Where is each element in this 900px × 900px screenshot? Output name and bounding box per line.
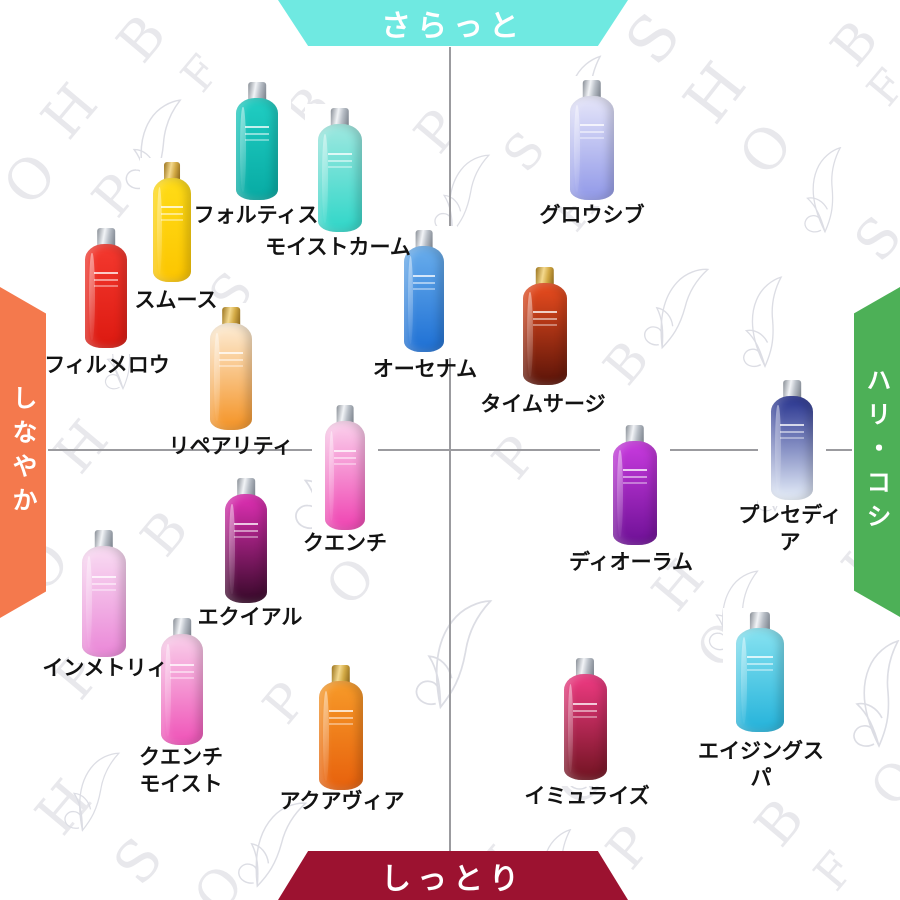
bottle-cap xyxy=(625,425,645,444)
product-label-fortis: フォルティス xyxy=(193,204,319,227)
product-label-quench-moist: クエンチ モイスト xyxy=(139,746,223,797)
bottle-body xyxy=(82,546,126,657)
product-label-authenum: オーセナム xyxy=(372,358,478,381)
bottle-body xyxy=(563,674,607,780)
product-quench-moist xyxy=(148,614,216,751)
product-label-quench: クエンチ xyxy=(303,532,387,555)
product-authenum xyxy=(391,226,457,358)
bottle-grow-sive xyxy=(570,80,614,200)
product-moist-calm xyxy=(305,104,375,238)
product-grow-sive xyxy=(557,76,627,206)
bottle-body xyxy=(523,283,567,385)
bottle-cap xyxy=(94,530,114,549)
axis-label-left: しなやか xyxy=(9,384,37,521)
bottle-body xyxy=(325,421,365,530)
bottle-cap xyxy=(222,307,240,326)
axis-banner-right: ハリ・コシ xyxy=(854,287,900,617)
product-fill-mellow xyxy=(72,224,140,354)
bottle-body xyxy=(570,96,614,200)
bottle-cap xyxy=(331,665,351,684)
bottle-body xyxy=(153,178,191,282)
product-label-grow-sive: グロウシブ xyxy=(539,204,645,227)
product-time-surge xyxy=(510,263,580,391)
product-label-smooth: スムース xyxy=(134,289,218,312)
bottle-body xyxy=(236,98,278,200)
axis-label-right: ハリ・コシ xyxy=(863,367,891,537)
bottle-body xyxy=(771,396,813,500)
product-label-repairity: リペアリティ xyxy=(168,435,294,458)
bottle-body xyxy=(225,494,267,603)
product-equial xyxy=(212,474,280,609)
product-label-aging-spa: エイジングスパ xyxy=(698,740,824,791)
product-immurise xyxy=(550,654,620,786)
product-quench xyxy=(312,401,378,536)
bottle-body xyxy=(404,246,444,352)
bottle-cap xyxy=(415,230,433,249)
axis-label-bottom: しっとり xyxy=(381,862,525,896)
bottle-body xyxy=(85,244,127,348)
bottle-cap xyxy=(783,380,801,399)
bottle-deesse-aulum xyxy=(613,425,657,545)
product-label-immurise: イミュライズ xyxy=(524,785,650,808)
product-fortis xyxy=(223,78,291,206)
axis-horizontal xyxy=(48,449,852,451)
bottle-immetri xyxy=(82,530,126,657)
product-label-moist-calm: モイストカーム xyxy=(265,236,411,259)
axis-label-top: さらっと xyxy=(381,10,525,43)
product-label-time-surge: タイムサージ xyxy=(480,393,606,416)
bottle-immurise xyxy=(563,658,607,780)
bottle-quench xyxy=(325,405,365,530)
bottle-cap xyxy=(248,82,266,101)
bottle-cap xyxy=(535,267,555,286)
bottle-aging-spa xyxy=(736,612,784,732)
product-presedia xyxy=(758,376,826,506)
bottle-time-surge xyxy=(523,267,567,385)
bottle-body xyxy=(210,323,252,430)
bottle-repairity xyxy=(210,307,252,430)
bottle-cap xyxy=(330,108,350,127)
product-label-immetri: インメトリィ xyxy=(42,657,168,680)
axis-banner-left: しなやか xyxy=(0,287,46,618)
product-immetri xyxy=(69,526,139,663)
product-label-fill-mellow: フィルメロウ xyxy=(44,354,170,377)
bottle-body xyxy=(318,124,362,232)
bottle-equial xyxy=(225,478,267,603)
bottle-moist-calm xyxy=(318,108,362,232)
bottle-fortis xyxy=(236,82,278,200)
bottle-cap xyxy=(237,478,255,497)
product-label-presedia: プレセディア xyxy=(738,504,842,555)
product-label-equial: エクイアル xyxy=(197,606,303,629)
product-aquavia xyxy=(306,661,376,796)
bottle-body xyxy=(319,681,363,790)
bottle-fill-mellow xyxy=(85,228,127,348)
product-aging-spa xyxy=(723,608,797,738)
bottle-authenum xyxy=(404,230,444,352)
bottle-smooth xyxy=(153,162,191,282)
bottle-aquavia xyxy=(319,665,363,790)
product-label-aquavia: アクアヴィア xyxy=(279,790,405,813)
bottle-body xyxy=(736,628,784,732)
bottle-body xyxy=(161,634,203,745)
product-label-deesse-aulum: ディオーラム xyxy=(569,551,693,574)
bottle-body xyxy=(613,441,657,545)
bottle-cap xyxy=(97,228,115,247)
product-repairity xyxy=(197,303,265,436)
axis-banner-bottom: しっとり xyxy=(278,851,628,900)
bottle-cap xyxy=(575,658,595,677)
bottle-presedia xyxy=(771,380,813,500)
axis-banner-top: さらっと xyxy=(278,0,628,46)
product-deesse-aulum xyxy=(600,421,670,551)
